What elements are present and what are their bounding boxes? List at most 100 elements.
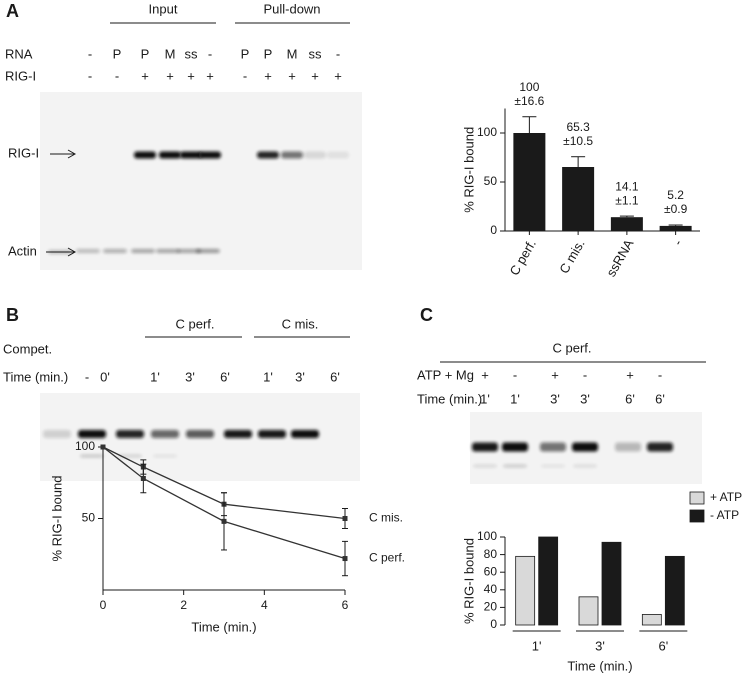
gel-band bbox=[327, 151, 349, 159]
value-label: 65.3 bbox=[566, 120, 590, 134]
value-label: 14.1 bbox=[615, 179, 639, 193]
y-axis-label: % RIG-I bound bbox=[461, 127, 476, 213]
panel-label: B bbox=[6, 305, 19, 325]
x-tick-label: C perf. bbox=[506, 237, 538, 278]
group-label: Input bbox=[149, 1, 178, 16]
marker bbox=[221, 518, 227, 524]
y-tick-label: 0 bbox=[490, 223, 497, 237]
lane-label: 3' bbox=[580, 391, 590, 406]
band-label: Actin bbox=[8, 243, 37, 258]
y-tick-label: 40 bbox=[484, 582, 498, 596]
series-line bbox=[102, 446, 346, 560]
gel-band bbox=[151, 430, 179, 438]
lane-label: + bbox=[311, 68, 319, 83]
lane-label: + bbox=[187, 68, 195, 83]
x-tick-label: 6' bbox=[658, 638, 668, 653]
gel-band bbox=[196, 249, 220, 253]
lane-label: + bbox=[551, 367, 559, 382]
error-label: ±10.5 bbox=[563, 134, 593, 148]
marker bbox=[100, 444, 106, 450]
lane-label: 1' bbox=[263, 369, 273, 384]
lane-label: - bbox=[88, 68, 92, 83]
bar bbox=[538, 536, 559, 626]
lane-label: - bbox=[88, 46, 92, 61]
x-axis-label: Time (min.) bbox=[567, 658, 632, 673]
lane-label: + bbox=[206, 68, 214, 83]
gel-band bbox=[177, 249, 201, 253]
row-label: Compet. bbox=[3, 341, 52, 356]
lane-label: - bbox=[115, 68, 119, 83]
legend-swatch bbox=[689, 509, 705, 523]
lane-label: 1' bbox=[150, 369, 160, 384]
gel-band bbox=[224, 430, 252, 438]
lane-label: ss bbox=[309, 46, 323, 61]
lane-label: 1' bbox=[480, 391, 490, 406]
gel-band bbox=[291, 430, 319, 438]
lane-label: 3' bbox=[185, 369, 195, 384]
y-tick-label: 50 bbox=[82, 511, 96, 525]
gel-band bbox=[573, 464, 597, 468]
row-label: RIG-I bbox=[5, 68, 36, 83]
lane-label: 6' bbox=[330, 369, 340, 384]
lane-label: + bbox=[166, 68, 174, 83]
lane-label: - bbox=[243, 68, 247, 83]
bar bbox=[664, 555, 685, 626]
lane-label: M bbox=[165, 46, 176, 61]
gel-band bbox=[647, 442, 673, 452]
gel-band bbox=[180, 151, 202, 159]
lane-label: 6' bbox=[625, 391, 635, 406]
legend-swatch bbox=[689, 491, 705, 505]
lane-label: ss bbox=[185, 46, 199, 61]
gel-band bbox=[80, 454, 104, 458]
gel-band bbox=[199, 151, 221, 159]
group-label: Pull-down bbox=[263, 1, 320, 16]
bar bbox=[578, 596, 599, 626]
panel-label: A bbox=[6, 1, 19, 21]
error-label: ±0.9 bbox=[664, 202, 688, 216]
row-label: Time (min.) bbox=[3, 369, 68, 384]
gel-band bbox=[131, 249, 155, 253]
legend-label: - ATP bbox=[710, 508, 739, 522]
bar bbox=[641, 614, 662, 626]
lane-label: P bbox=[264, 46, 273, 61]
gel-band bbox=[156, 249, 180, 253]
series-label: C mis. bbox=[369, 511, 403, 525]
lane-label: 6' bbox=[655, 391, 665, 406]
lane-label: + bbox=[141, 68, 149, 83]
bar bbox=[515, 555, 536, 626]
lane-label: P bbox=[113, 46, 122, 61]
gel-band bbox=[502, 442, 528, 452]
x-tick-label: 0 bbox=[100, 598, 107, 612]
marker bbox=[342, 516, 348, 521]
bar bbox=[562, 167, 595, 231]
lane-label: 3' bbox=[550, 391, 560, 406]
lane-label: + bbox=[288, 68, 296, 83]
y-axis-label: % RIG-I bound bbox=[49, 476, 64, 562]
gel-band bbox=[76, 249, 100, 253]
x-tick-label: 6 bbox=[342, 598, 349, 612]
gel-band bbox=[473, 464, 497, 468]
gel-band bbox=[572, 442, 598, 452]
lane-label: 0' bbox=[100, 369, 110, 384]
x-tick-label: 4 bbox=[261, 598, 268, 612]
gel-band bbox=[304, 151, 326, 159]
lane-label: 6' bbox=[220, 369, 230, 384]
gel-band bbox=[281, 151, 303, 159]
lane-label: 3' bbox=[295, 369, 305, 384]
gel-band bbox=[153, 454, 177, 458]
value-label: 5.2 bbox=[667, 188, 684, 202]
x-tick-label: ssRNA bbox=[603, 236, 636, 279]
marker bbox=[342, 556, 348, 562]
lane-label: + bbox=[334, 68, 342, 83]
lane-label: - bbox=[583, 367, 587, 382]
lane-label: P bbox=[241, 46, 250, 61]
lane-label: - bbox=[85, 369, 89, 384]
y-tick-label: 100 bbox=[75, 439, 95, 453]
lane-label: 1' bbox=[510, 391, 520, 406]
value-label: 100 bbox=[519, 80, 539, 94]
row-label: Time (min.) bbox=[417, 391, 482, 406]
gel-band bbox=[257, 151, 279, 159]
x-tick-label: 2 bbox=[180, 598, 187, 612]
y-tick-label: 20 bbox=[484, 600, 498, 614]
